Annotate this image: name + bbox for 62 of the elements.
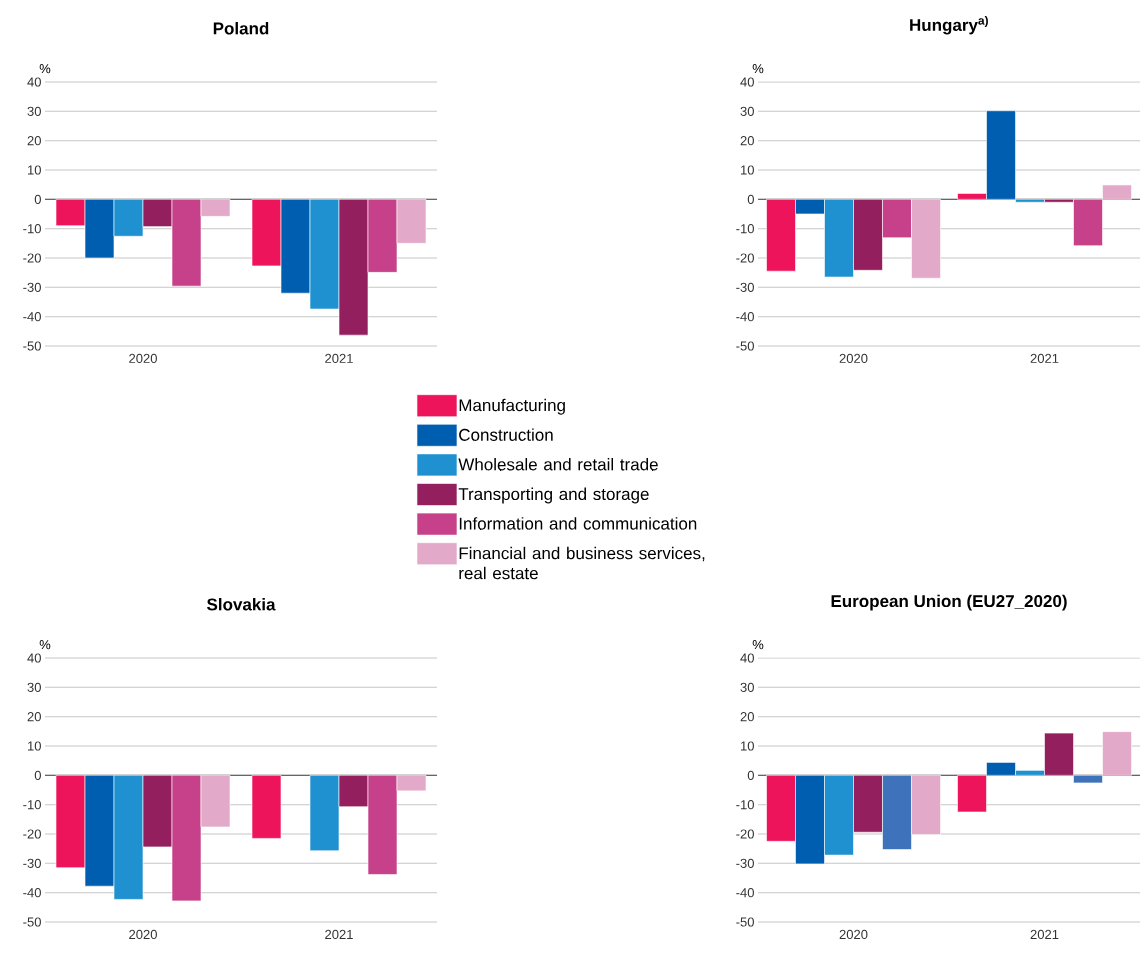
y-tick-label: 30 <box>27 682 41 692</box>
y-tick-label: 40 <box>740 77 754 87</box>
y-tick-label: 20 <box>27 136 41 146</box>
y-tick-label: -10 <box>736 800 754 810</box>
y-tick-label: 20 <box>27 712 41 722</box>
legend-label: Construction <box>459 428 553 441</box>
y-tick-label: -40 <box>736 888 754 898</box>
y-tick-label: 30 <box>740 106 754 116</box>
y-axis-title: % <box>752 64 764 74</box>
y-tick-label: 20 <box>740 712 754 722</box>
legend-label: Manufacturing <box>459 398 565 415</box>
x-tick-label: 2020 <box>839 929 868 939</box>
y-axis-title: % <box>39 640 51 650</box>
x-tick-label: 2020 <box>129 353 157 363</box>
y-tick-label: 20 <box>740 136 754 146</box>
y-tick-label: 30 <box>27 106 41 116</box>
y-tick-label: 10 <box>741 165 754 175</box>
y-tick-label: -20 <box>736 253 754 263</box>
y-tick-label: 40 <box>27 653 41 663</box>
x-tick-label: 2020 <box>129 929 157 939</box>
chart-title: Slovakia <box>206 598 276 611</box>
y-tick-label: -30 <box>23 282 41 292</box>
x-tick-label: 2021 <box>1030 929 1059 939</box>
chart-title: European Union (EU27_2020) <box>831 594 1067 611</box>
y-tick-label: 0 <box>34 194 41 204</box>
y-tick-label: -50 <box>23 917 41 927</box>
y-tick-label: -10 <box>736 224 754 234</box>
y-tick-label: -50 <box>736 341 754 351</box>
legend-label: Information and communication <box>459 517 697 530</box>
x-tick-label: 2021 <box>325 353 353 363</box>
y-tick-label: -40 <box>736 312 754 322</box>
y-tick-label: 0 <box>34 770 41 780</box>
y-tick-label: 0 <box>747 194 754 204</box>
y-axis-title: % <box>39 64 51 74</box>
x-tick-label: 2020 <box>839 353 868 363</box>
y-tick-label: -30 <box>736 858 754 868</box>
y-tick-label: -20 <box>23 829 41 839</box>
y-tick-label: -10 <box>23 224 41 234</box>
legend-label: Wholesale and retail trade <box>458 457 658 471</box>
y-tick-label: 40 <box>740 653 754 663</box>
y-tick-label: 10 <box>28 741 41 751</box>
chart-title: Hungary$^{a)}$ <box>910 15 988 35</box>
y-tick-label: -10 <box>23 800 41 810</box>
y-tick-label: -30 <box>736 282 754 292</box>
y-tick-label: 40 <box>27 77 41 87</box>
y-tick-label: -40 <box>23 888 41 898</box>
legend-label: Financial and business services, real estate <box>459 546 705 580</box>
legend-label: Transporting and storage <box>458 487 649 504</box>
y-tick-label: 10 <box>741 741 754 751</box>
y-tick-label: -20 <box>23 253 41 263</box>
y-tick-label: 0 <box>747 770 754 780</box>
y-tick-label: -20 <box>736 829 754 839</box>
x-tick-label: 2021 <box>325 929 353 939</box>
y-tick-label: -40 <box>23 312 41 322</box>
y-tick-label: 30 <box>740 682 754 692</box>
y-tick-label: -50 <box>736 917 754 927</box>
y-tick-label: 10 <box>28 165 41 175</box>
chart-title: Poland <box>213 21 269 35</box>
y-tick-label: -50 <box>23 341 41 351</box>
x-tick-label: 2021 <box>1030 353 1059 363</box>
y-axis-title: % <box>752 640 764 650</box>
y-tick-label: -30 <box>23 858 41 868</box>
